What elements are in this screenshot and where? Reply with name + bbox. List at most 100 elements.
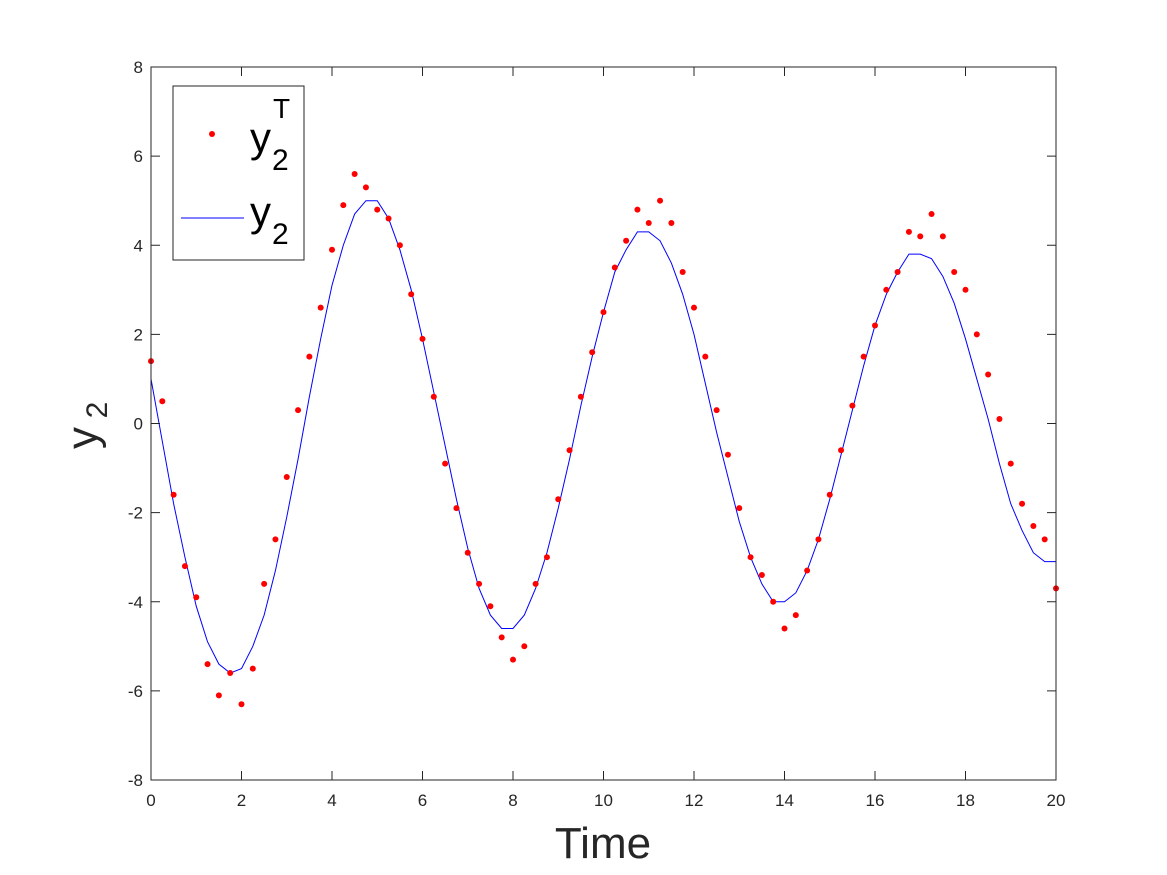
scatter-point bbox=[238, 701, 245, 708]
scatter-point bbox=[883, 286, 890, 293]
scatter-point bbox=[317, 304, 324, 311]
y-tick-label: -2 bbox=[128, 504, 143, 523]
scatter-point bbox=[215, 692, 222, 699]
scatter-point bbox=[419, 335, 426, 342]
scatter-point bbox=[792, 612, 799, 619]
scatter-point bbox=[589, 349, 596, 356]
x-tick-label: 14 bbox=[775, 791, 794, 810]
y-tick-label: 8 bbox=[134, 58, 143, 77]
legend-label-line-sub: 2 bbox=[272, 218, 289, 251]
legend-marker-scatter bbox=[209, 131, 215, 137]
y-tick-label: 2 bbox=[134, 325, 143, 344]
y-axis-title-base: y bbox=[58, 427, 107, 449]
x-tick-label: 16 bbox=[866, 791, 885, 810]
scatter-point bbox=[351, 170, 358, 177]
scatter-point bbox=[306, 353, 313, 360]
scatter-point bbox=[668, 219, 675, 226]
scatter-point bbox=[724, 451, 731, 458]
scatter-point bbox=[973, 331, 980, 338]
x-tick-label: 0 bbox=[146, 791, 155, 810]
scatter-point bbox=[181, 563, 188, 570]
legend[interactable]: y 2 T y 2 bbox=[172, 85, 305, 261]
legend-label-line-base: y bbox=[250, 188, 271, 235]
x-tick-label: 8 bbox=[508, 791, 517, 810]
scatter-point bbox=[600, 309, 607, 316]
scatter-point bbox=[498, 634, 505, 641]
scatter-point bbox=[283, 473, 290, 480]
scatter-point bbox=[159, 398, 166, 405]
scatter-point bbox=[566, 447, 573, 454]
scatter-point bbox=[261, 580, 268, 587]
scatter-point bbox=[555, 496, 562, 503]
x-tick-label: 20 bbox=[1047, 791, 1066, 810]
scatter-point bbox=[623, 237, 630, 244]
scatter-point bbox=[453, 505, 460, 512]
scatter-point bbox=[645, 219, 652, 226]
legend-box bbox=[172, 85, 305, 261]
scatter-point bbox=[521, 643, 528, 650]
y-tick-label: -4 bbox=[128, 593, 143, 612]
scatter-point bbox=[430, 393, 437, 400]
scatter-point bbox=[362, 184, 369, 191]
scatter-point bbox=[204, 661, 211, 668]
y-tick-label: -6 bbox=[128, 682, 143, 701]
y-axis-ticks: -8 -6 -4 -2 0 2 4 6 8 bbox=[128, 58, 1056, 790]
x-tick-label: 2 bbox=[237, 791, 246, 810]
x-axis-title: Time bbox=[555, 819, 651, 868]
scatter-point bbox=[442, 460, 449, 467]
scatter-point bbox=[170, 491, 177, 498]
x-tick-label: 12 bbox=[685, 791, 704, 810]
scatter-point bbox=[374, 206, 381, 213]
scatter-point bbox=[249, 665, 256, 672]
scatter-point bbox=[408, 291, 415, 298]
y-tick-label: -8 bbox=[128, 771, 143, 790]
scatter-point bbox=[634, 206, 641, 213]
scatter-point bbox=[928, 211, 935, 218]
scatter-point bbox=[815, 536, 822, 543]
scatter-point bbox=[1007, 460, 1014, 467]
y-tick-label: 6 bbox=[134, 147, 143, 166]
scatter-point bbox=[611, 264, 618, 271]
y-tick-label: 0 bbox=[134, 415, 143, 434]
scatter-point bbox=[193, 594, 200, 601]
x-tick-label: 4 bbox=[327, 791, 336, 810]
legend-label-scatter-base: y bbox=[250, 114, 271, 161]
scatter-point bbox=[781, 625, 788, 632]
scatter-point bbox=[464, 549, 471, 556]
scatter-point bbox=[985, 371, 992, 378]
scatter-point bbox=[951, 268, 958, 275]
y-axis-title-subscript: 2 bbox=[81, 402, 114, 419]
scatter-point bbox=[577, 393, 584, 400]
scatter-point bbox=[272, 536, 279, 543]
x-tick-label: 18 bbox=[956, 791, 975, 810]
scatter-point bbox=[838, 447, 845, 454]
scatter-point bbox=[747, 554, 754, 561]
scatter-points-group bbox=[148, 170, 1059, 708]
scatter-point bbox=[691, 304, 697, 311]
x-tick-label: 10 bbox=[594, 791, 613, 810]
scatter-point bbox=[396, 242, 403, 249]
scatter-point bbox=[996, 416, 1003, 423]
scatter-point bbox=[713, 407, 720, 414]
x-tick-label: 6 bbox=[418, 791, 427, 810]
scatter-point bbox=[385, 215, 392, 222]
scatter-point bbox=[227, 670, 234, 677]
scatter-point bbox=[329, 246, 335, 253]
scatter-point bbox=[917, 233, 924, 240]
x-axis-ticks: 0 2 4 6 8 10 12 14 16 18 20 bbox=[146, 67, 1065, 810]
scatter-point bbox=[962, 286, 969, 293]
y-axis-title: y 2 bbox=[58, 402, 114, 449]
scatter-point bbox=[702, 353, 709, 360]
scatter-point bbox=[860, 353, 867, 360]
scatter-point bbox=[510, 656, 516, 663]
scatter-point bbox=[770, 598, 777, 605]
scatter-point bbox=[295, 407, 302, 414]
scatter-point bbox=[905, 228, 912, 235]
legend-label-scatter-sub: 2 bbox=[272, 144, 289, 177]
scatter-point bbox=[872, 322, 878, 329]
scatter-point bbox=[1019, 500, 1026, 507]
scatter-point bbox=[340, 202, 347, 209]
scatter-point bbox=[476, 580, 483, 587]
scatter-point bbox=[1041, 536, 1048, 543]
